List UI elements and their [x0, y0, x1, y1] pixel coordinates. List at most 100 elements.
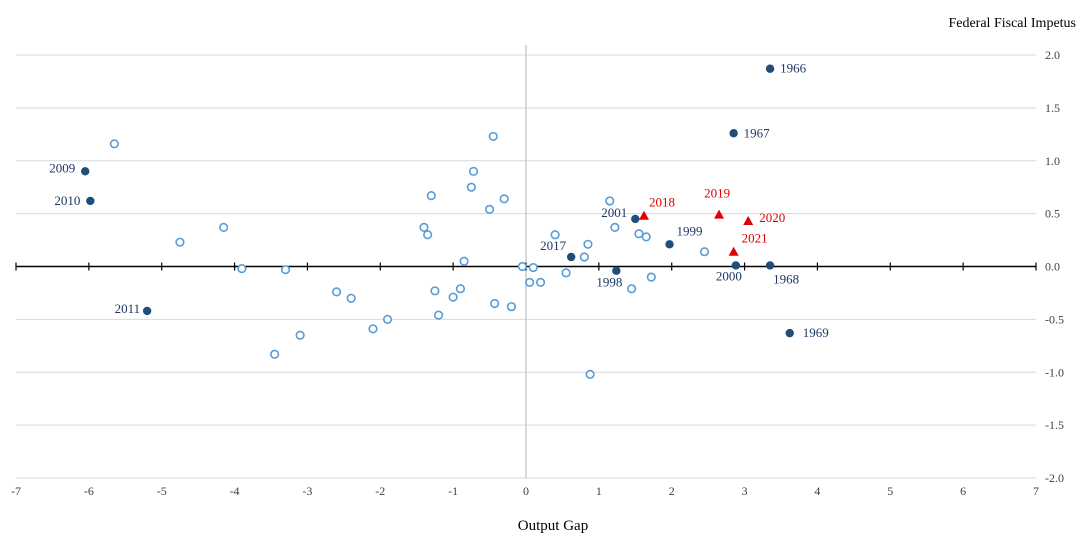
point-label: 2009 [49, 160, 75, 175]
hollow-point [346, 293, 356, 303]
y-tick-label: 2.0 [1045, 48, 1060, 62]
hollow-point [579, 252, 589, 262]
hollow-point [175, 237, 185, 247]
point-label: 2018 [649, 195, 675, 210]
y-axis-label: Federal Fiscal Impetus [948, 16, 1076, 31]
hollow-point [382, 314, 393, 324]
hollow-point [295, 330, 305, 340]
hollow-point [237, 264, 247, 274]
point-label: 2020 [759, 210, 785, 225]
hollow-point [368, 324, 378, 334]
y-tick-label: 0.0 [1045, 260, 1060, 274]
hollow-point [419, 222, 429, 232]
y-tick-label: 0.5 [1045, 207, 1060, 221]
hollow-point [331, 287, 342, 297]
axes [15, 45, 1037, 478]
filled-point [729, 129, 738, 138]
hollow-point [585, 369, 595, 379]
x-tick-label: -1 [448, 484, 458, 498]
filled-point [631, 214, 640, 224]
point-label: 2010 [54, 193, 80, 208]
point-label: 1967 [744, 125, 771, 140]
point-label: 1966 [780, 61, 807, 76]
triangle-point [728, 246, 739, 256]
x-tick-label: 1 [596, 484, 602, 498]
hollow-point [517, 261, 527, 272]
hollow-point [455, 284, 466, 294]
y-tick-label: -1.0 [1045, 365, 1064, 379]
hollow-point [610, 222, 620, 232]
hollow-point [627, 284, 637, 294]
hollow-point [506, 302, 517, 312]
filled-point [765, 261, 775, 270]
hollow-point [430, 286, 440, 296]
hollow-point [583, 239, 593, 249]
hollow-point [280, 265, 291, 275]
hollow-point [466, 182, 476, 192]
point-label: 1999 [677, 223, 703, 238]
x-tick-label: -3 [302, 484, 312, 498]
x-tick-label: 0 [523, 484, 529, 498]
hollow-point [499, 194, 509, 204]
y-tick-label: -1.5 [1045, 418, 1064, 432]
filled-point [142, 306, 152, 316]
x-tick-label: -2 [375, 484, 385, 498]
filled-point [86, 196, 95, 206]
point-label: 2019 [704, 186, 730, 201]
filled-point [665, 240, 674, 249]
x-axis-label: Output Gap [518, 518, 588, 534]
hollow-point [561, 268, 571, 278]
hollow-point [634, 229, 644, 239]
triangle-point [743, 216, 754, 226]
hollow-point [219, 222, 229, 232]
hollow-point [459, 256, 469, 266]
x-tick-label: -4 [230, 484, 240, 498]
hollow-point [550, 230, 560, 240]
point-label: 1969 [803, 325, 829, 340]
x-tick-label: -6 [84, 484, 94, 498]
point-label: 2001 [601, 205, 627, 220]
filled-point [612, 266, 621, 275]
filled-point [731, 261, 741, 270]
point-label: 2000 [716, 268, 742, 283]
x-tick-label: 6 [960, 484, 966, 498]
x-tick-label: -7 [11, 484, 21, 498]
hollow-point [468, 166, 479, 176]
data-points [81, 64, 794, 379]
hollow-point [484, 204, 495, 214]
x-tick-label: -5 [157, 484, 167, 498]
hollow-point [525, 277, 535, 287]
filled-point [765, 64, 775, 73]
hollow-point [433, 310, 444, 320]
filled-point [81, 167, 90, 176]
filled-point [785, 328, 794, 338]
filled-point [566, 252, 576, 262]
x-tick-label: 7 [1033, 484, 1039, 498]
hollow-point [270, 349, 280, 359]
x-tick-label: 4 [814, 484, 820, 498]
point-labels: 1966 1967 2009 2010 2001 1999 2017 1998 2000 1968… [49, 61, 829, 340]
triangle-point [639, 210, 650, 220]
point-label: 2017 [540, 238, 567, 253]
hollow-point [641, 232, 651, 242]
tick-labels: -7 -6 -5 -4 -3 -2 -1 0 1 2 3 4 5 6 7 2.0 1.5 1.0 0.5 0.0 -0.… [11, 48, 1064, 498]
hollow-point [426, 191, 436, 201]
point-label: 1968 [773, 271, 799, 286]
hollow-point [699, 247, 710, 257]
point-label: 2011 [115, 301, 141, 316]
hollow-point [423, 230, 433, 240]
y-tick-label: 1.5 [1045, 101, 1060, 115]
y-tick-label: -0.5 [1045, 312, 1064, 326]
hollow-point [646, 272, 656, 282]
y-tick-label: 1.0 [1045, 154, 1060, 168]
hollow-point [448, 292, 458, 302]
x-tick-label: 3 [742, 484, 748, 498]
hollow-point [528, 262, 538, 273]
hollow-point [605, 196, 615, 206]
y-tick-label: -2.0 [1045, 471, 1064, 485]
point-label: 2021 [742, 231, 768, 246]
point-label: 1998 [596, 275, 622, 290]
hollow-point [109, 139, 119, 149]
hollow-point [488, 131, 498, 142]
